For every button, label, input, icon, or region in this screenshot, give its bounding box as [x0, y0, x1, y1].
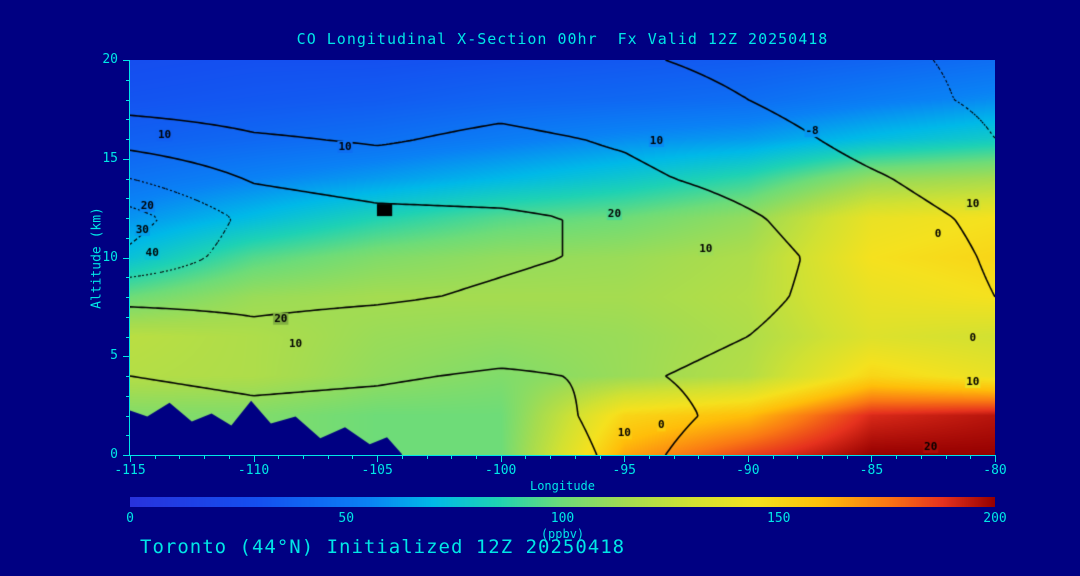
y-minor-tick: [126, 218, 130, 219]
y-minor-tick: [126, 178, 130, 180]
x-tick-label: -90: [736, 463, 760, 478]
x-tick-label: -105: [361, 463, 393, 478]
x-minor-tick: [599, 455, 601, 459]
colorbar-tick-label: 100: [550, 511, 575, 526]
x-tick-label: -100: [485, 463, 517, 478]
y-minor-tick: [126, 198, 130, 200]
y-minor-tick: [126, 336, 130, 338]
x-tick: [253, 455, 255, 462]
y-tick: [123, 257, 130, 259]
y-minor-tick: [126, 297, 130, 298]
x-minor-tick: [698, 455, 700, 459]
x-minor-tick: [550, 455, 552, 459]
y-minor-tick: [126, 277, 130, 279]
x-minor-tick: [970, 455, 972, 459]
x-minor-tick: [303, 455, 304, 459]
x-minor-tick: [673, 455, 675, 459]
y-tick: [123, 356, 130, 358]
x-tick: [624, 455, 626, 462]
x-minor-tick: [649, 455, 650, 459]
y-minor-tick: [126, 435, 130, 437]
x-minor-tick: [179, 455, 181, 459]
y-tick: [123, 455, 130, 456]
x-tick-label: -85: [859, 463, 884, 478]
x-minor-tick: [723, 455, 725, 459]
y-minor-tick: [126, 395, 130, 397]
colorbar-tick-label: 50: [338, 511, 355, 526]
x-tick: [500, 455, 502, 462]
x-minor-tick: [278, 455, 280, 459]
y-minor-tick: [126, 99, 130, 101]
x-minor-tick: [451, 455, 453, 459]
colorbar-units: (ppbv): [540, 527, 585, 541]
y-minor-tick: [126, 79, 130, 81]
contour-heatmap-canvas: [130, 60, 995, 455]
x-tick: [130, 455, 131, 462]
y-tick: [123, 158, 130, 160]
x-minor-tick: [822, 455, 823, 459]
y-tick-label: 5: [110, 348, 118, 364]
y-minor-tick: [126, 376, 130, 377]
x-minor-tick: [476, 455, 477, 459]
colorbar-canvas: [130, 497, 995, 507]
x-minor-tick: [846, 455, 848, 459]
x-axis-title: Longitude: [529, 479, 596, 493]
x-minor-tick: [896, 455, 898, 459]
y-minor-tick: [126, 139, 130, 140]
y-tick: [123, 60, 130, 61]
x-tick: [377, 455, 379, 462]
x-minor-tick: [574, 455, 576, 459]
x-tick-label: -95: [612, 463, 637, 478]
x-tick: [995, 455, 996, 462]
x-minor-tick: [352, 455, 354, 459]
colorbar-tick-label: 150: [767, 511, 791, 526]
y-minor-tick: [126, 237, 130, 239]
y-tick-label: 10: [102, 249, 118, 265]
run-info: Toronto (44°N) Initialized 12Z 20250418: [140, 536, 626, 558]
y-tick-label: 15: [102, 150, 118, 166]
x-minor-tick: [426, 455, 428, 459]
y-minor-tick: [126, 415, 130, 417]
x-minor-tick: [797, 455, 799, 459]
x-minor-tick: [401, 455, 403, 459]
x-tick: [871, 455, 873, 462]
x-minor-tick: [772, 455, 774, 459]
x-tick-label: -80: [983, 463, 1007, 478]
x-minor-tick: [327, 455, 329, 459]
chart-title: CO Longitudinal X-Section 00hr Fx Valid …: [296, 30, 829, 48]
colorbar-tick-label: 0: [126, 511, 134, 526]
y-minor-tick: [126, 119, 130, 121]
x-minor-tick: [204, 455, 206, 459]
x-minor-tick: [920, 455, 922, 459]
x-tick-label: -115: [114, 463, 146, 478]
y-tick-label: 20: [102, 52, 118, 67]
colorbar-tick-label: 200: [983, 511, 1007, 526]
x-tick-label: -110: [237, 463, 270, 478]
y-minor-tick: [126, 316, 130, 318]
x-axis-line: [130, 455, 995, 456]
y-tick-label: 0: [110, 447, 118, 462]
x-tick: [747, 455, 749, 462]
x-minor-tick: [228, 455, 230, 459]
x-minor-tick: [945, 455, 947, 459]
x-minor-tick: [525, 455, 527, 459]
x-minor-tick: [154, 455, 156, 459]
